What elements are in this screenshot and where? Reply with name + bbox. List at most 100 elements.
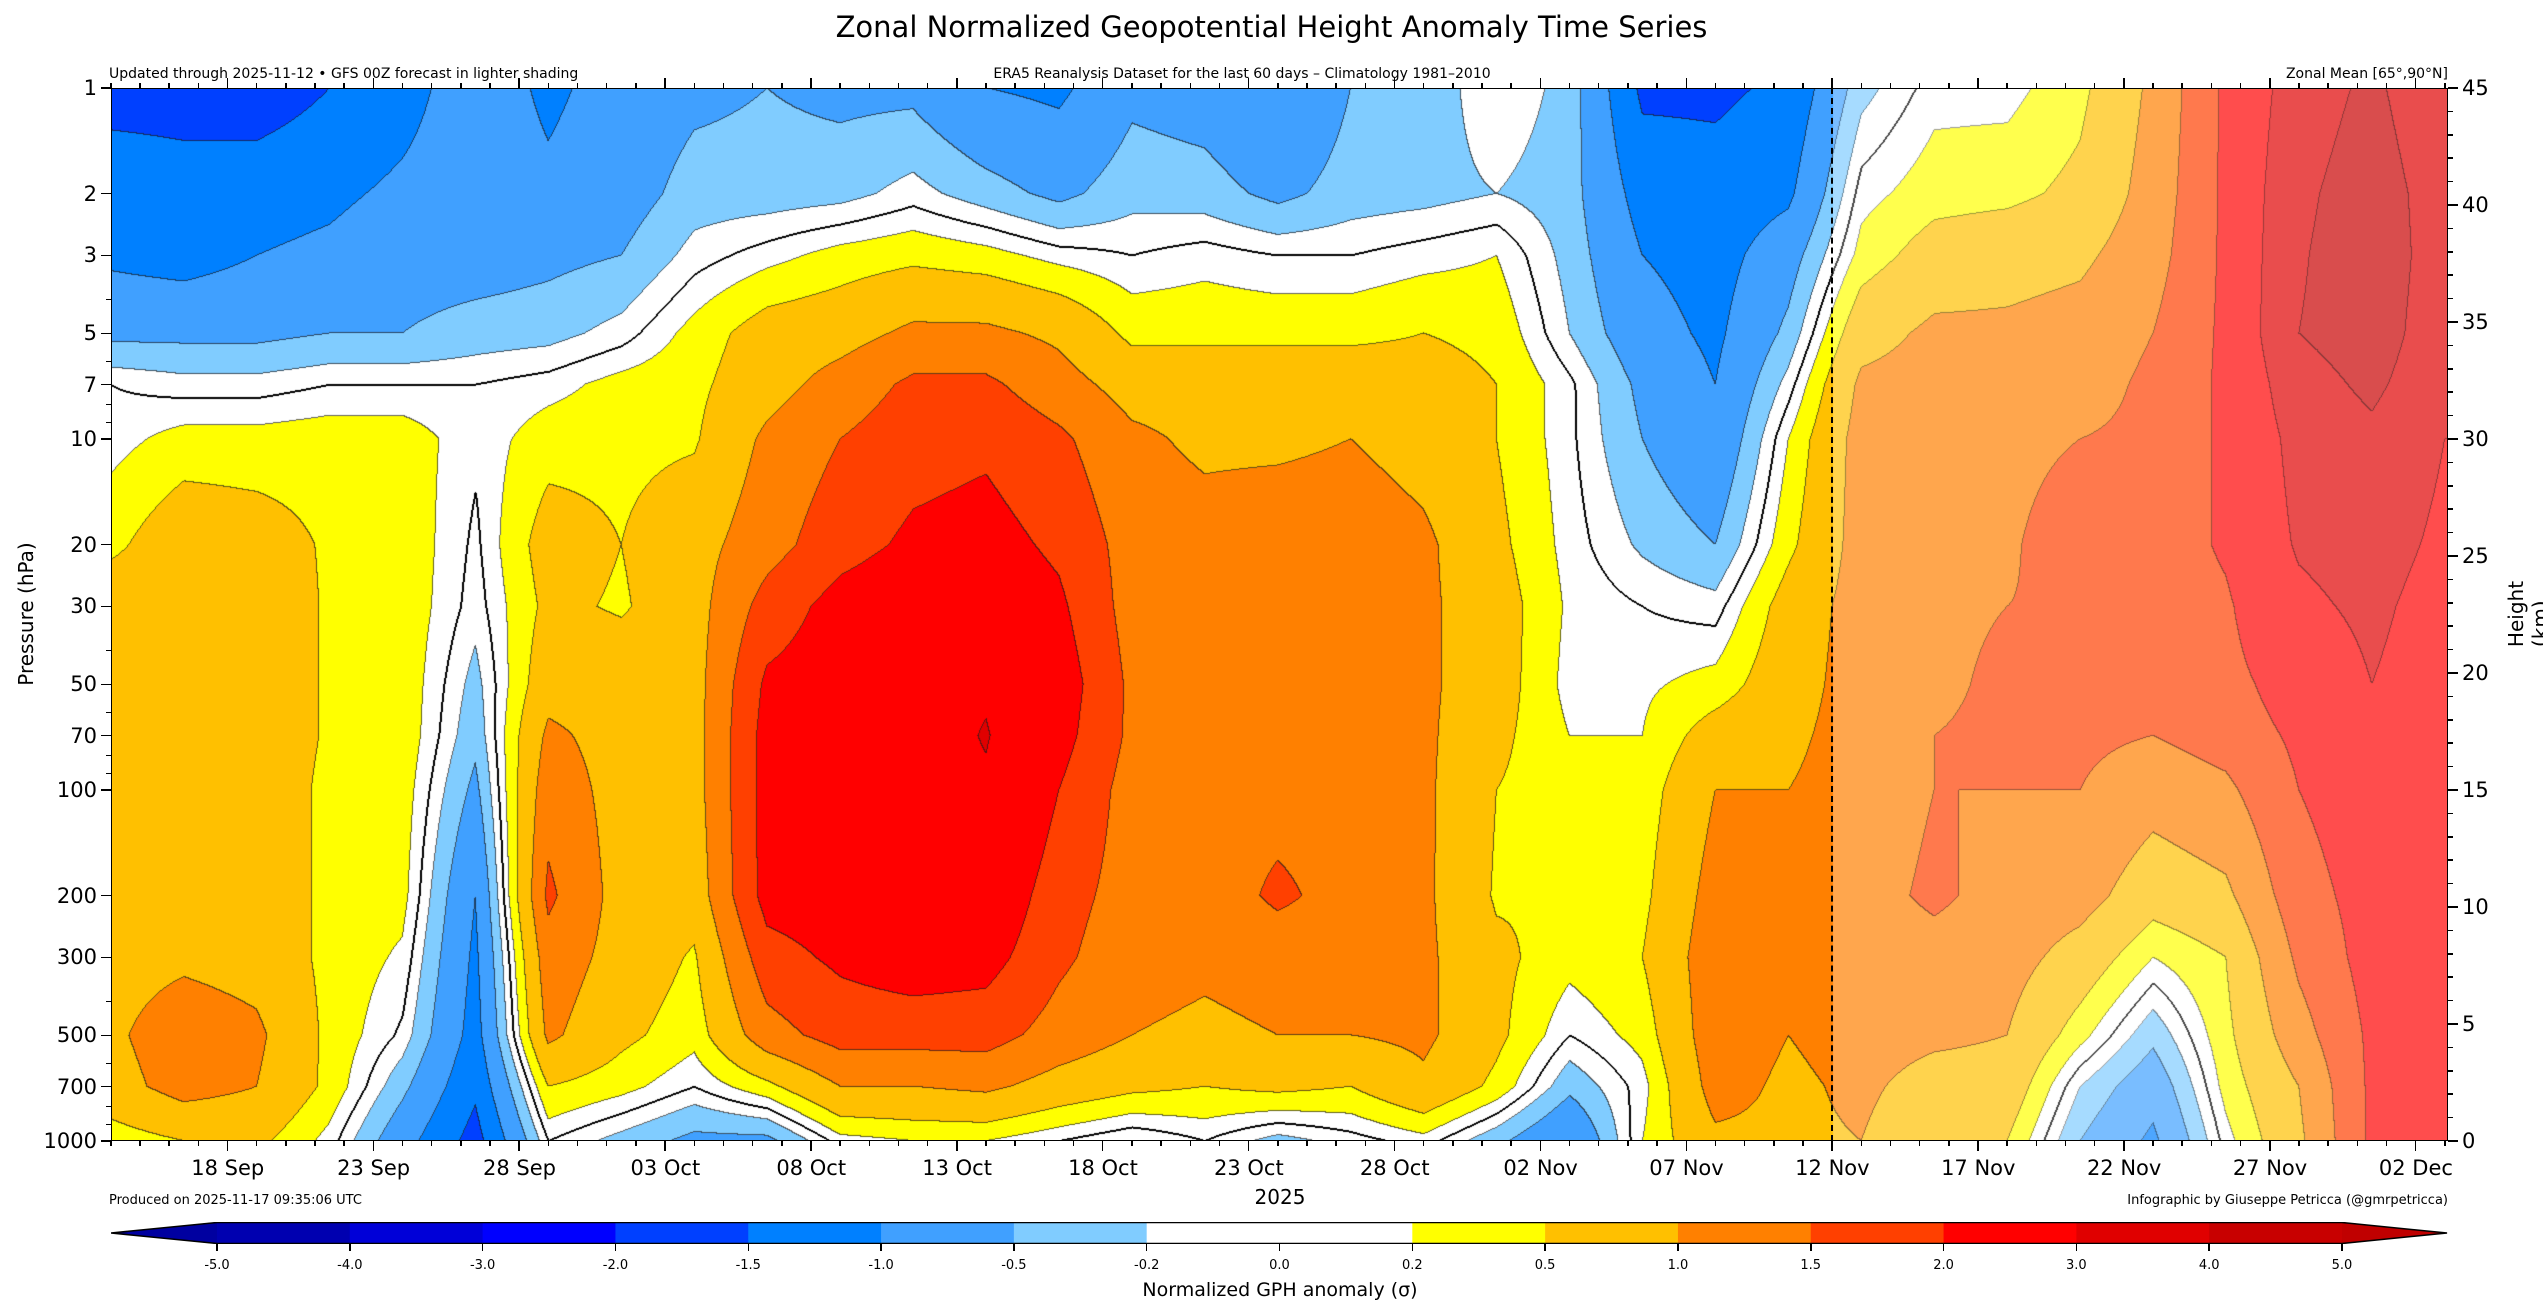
- colorbar-outline: [111, 1222, 2448, 1244]
- y-minor-tick: [106, 1124, 111, 1126]
- credit-text: Infographic by Giuseppe Petricca (@gmrpe…: [2127, 1193, 2448, 1208]
- y-right-tick: [2448, 134, 2453, 136]
- x-tick-top: [664, 78, 666, 88]
- x-tick-top: [751, 83, 754, 88]
- y-right-tick: [2448, 1070, 2453, 1072]
- y-tick: [101, 956, 111, 959]
- y-right-tick-label: 45: [2462, 76, 2489, 100]
- y-right-tick: [2448, 929, 2453, 932]
- x-tick-top: [1743, 83, 1746, 88]
- colorbar-swatch: [1545, 1222, 1679, 1244]
- x-tick: [1131, 1141, 1133, 1146]
- x-tick: [1072, 1141, 1075, 1146]
- x-tick-label: 08 Oct: [776, 1156, 847, 1180]
- y-minor-tick: [106, 711, 111, 713]
- y-tick-label: 20: [70, 532, 97, 557]
- y-right-tick: [2448, 368, 2453, 370]
- x-tick: [2385, 1141, 2388, 1146]
- y-right-tick: [2448, 976, 2453, 978]
- x-tick: [1685, 1141, 1687, 1151]
- y-minor-tick: [106, 773, 111, 775]
- x-tick: [110, 1141, 112, 1146]
- colorbar-tick-label: -2.0: [602, 1258, 629, 1273]
- colorbar-tick: [880, 1244, 882, 1251]
- x-tick-top: [576, 83, 579, 88]
- x-tick: [255, 1141, 258, 1146]
- y-minor-tick: [106, 298, 111, 300]
- y-tick: [101, 789, 111, 791]
- x-tick-top: [2064, 83, 2067, 88]
- x-tick: [985, 1141, 987, 1146]
- x-tick: [547, 1141, 550, 1146]
- x-tick: [1656, 1141, 1658, 1146]
- y-tick: [101, 894, 111, 897]
- x-tick-top: [1452, 83, 1454, 88]
- y-right-tick: [2448, 508, 2453, 510]
- y-right-tick: [2448, 87, 2458, 89]
- colorbar-swatch: [748, 1222, 882, 1244]
- y-tick-label: 7: [83, 372, 97, 397]
- x-tick-label: 03 Oct: [630, 1156, 701, 1180]
- x-tick: [2356, 1141, 2359, 1146]
- x-tick-top: [1131, 83, 1133, 88]
- y-tick-label: 300: [56, 945, 97, 970]
- x-tick: [2298, 1141, 2300, 1146]
- x-tick-top: [2356, 83, 2359, 88]
- colorbar-tick-label: 1.0: [1667, 1258, 1689, 1273]
- y-right-tick: [2448, 765, 2453, 768]
- y-right-tick: [2448, 321, 2458, 323]
- x-tick: [1889, 1141, 1892, 1146]
- colorbar-tick: [1942, 1244, 1945, 1251]
- colorbar-tick: [481, 1244, 484, 1251]
- y-tick: [101, 332, 111, 335]
- y-tick: [101, 87, 111, 89]
- colorbar-swatch: [349, 1222, 484, 1244]
- y-tick-label: 30: [70, 594, 97, 619]
- colorbar-tick: [1411, 1244, 1414, 1251]
- subtitle-left: Updated through 2025-11-12 • GFS 00Z for…: [109, 66, 579, 82]
- x-tick-top: [430, 83, 433, 88]
- colorbar-tick-label: 3.0: [2066, 1258, 2087, 1273]
- x-tick-label: 22 Nov: [2086, 1156, 2162, 1180]
- x-tick: [226, 1141, 229, 1151]
- x-tick: [1364, 1141, 1367, 1146]
- y-right-tick-label: 10: [2462, 895, 2489, 919]
- colorbar-swatch: [615, 1222, 749, 1244]
- x-tick-top: [1335, 83, 1337, 88]
- colorbar-tick: [1013, 1244, 1015, 1251]
- colorbar-tick: [1278, 1244, 1281, 1251]
- x-tick: [1014, 1141, 1016, 1146]
- x-tick-top: [781, 83, 783, 88]
- y-right-tick: [2448, 531, 2453, 534]
- x-tick: [168, 1141, 170, 1146]
- colorbar-swatch: [1412, 1222, 1546, 1244]
- y-right-tick-label: 20: [2462, 661, 2489, 685]
- y-right-tick: [2448, 719, 2453, 721]
- x-tick-top: [2006, 83, 2008, 88]
- y-right-tick: [2448, 953, 2453, 955]
- contour-field: [111, 88, 2448, 1141]
- x-tick-top: [547, 83, 550, 88]
- x-tick: [693, 1141, 696, 1146]
- x-tick-top: [693, 83, 696, 88]
- x-tick: [2093, 1141, 2096, 1146]
- x-tick: [1568, 1141, 1571, 1146]
- x-tick: [781, 1141, 783, 1146]
- x-tick-top: [2181, 83, 2183, 88]
- y-right-tick: [2448, 1140, 2458, 1142]
- x-tick-top: [2210, 83, 2213, 88]
- x-tick-top: [1802, 83, 1804, 88]
- x-tick: [430, 1141, 433, 1146]
- x-tick-label: 12 Nov: [1795, 1156, 1870, 1180]
- x-tick-top: [1014, 83, 1016, 88]
- x-tick: [1101, 1141, 1104, 1151]
- x-tick-top: [1101, 78, 1104, 88]
- x-tick-top: [1043, 83, 1046, 88]
- x-tick-top: [1831, 78, 1833, 88]
- x-tick: [2152, 1141, 2154, 1146]
- x-tick-top: [1218, 83, 1221, 88]
- x-tick-top: [285, 83, 287, 88]
- colorbar-tick: [1544, 1244, 1546, 1251]
- y-right-tick: [2448, 1093, 2453, 1095]
- colorbar-tick-label: -0.5: [1001, 1258, 1027, 1273]
